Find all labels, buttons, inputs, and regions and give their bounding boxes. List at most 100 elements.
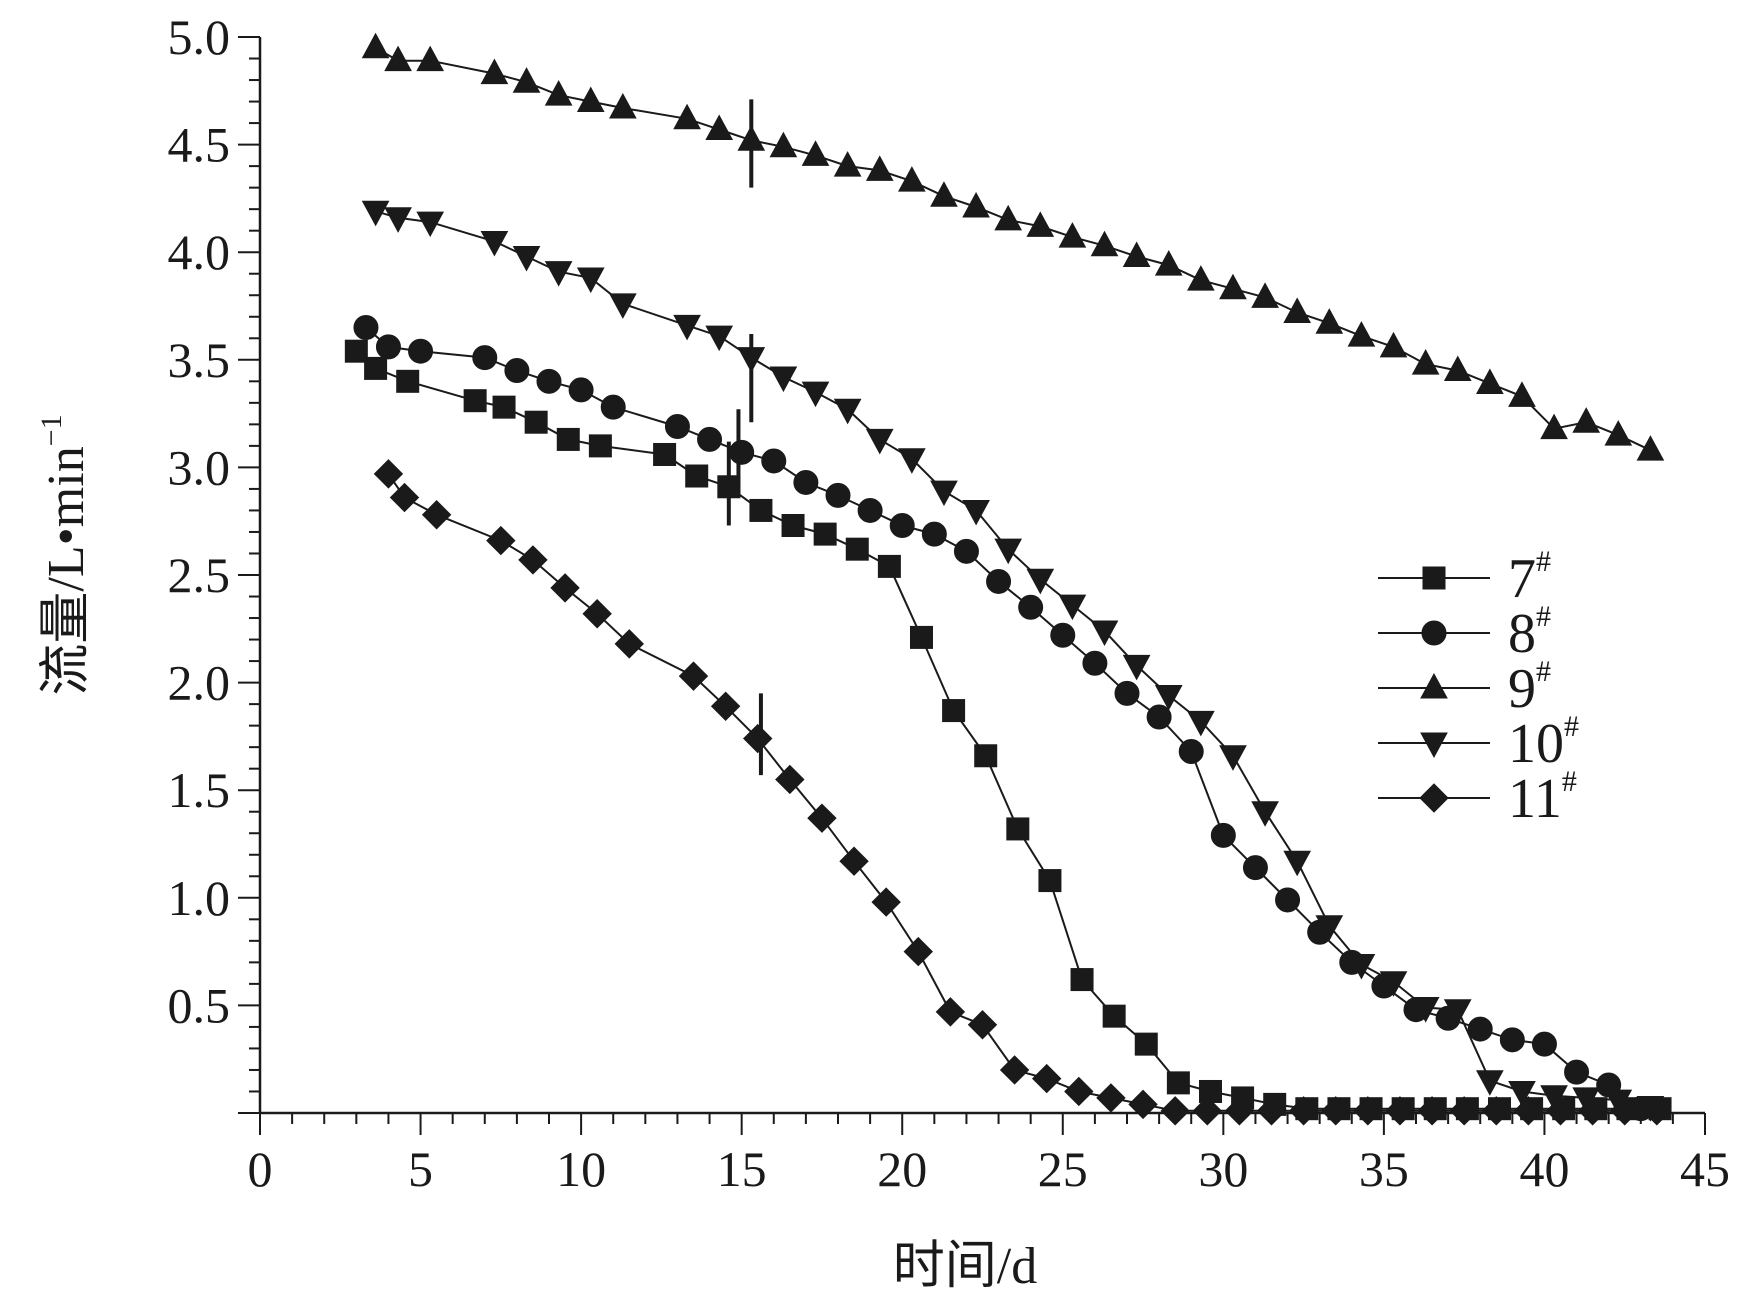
- series-10-point: [1090, 620, 1119, 647]
- series-8-point: [793, 469, 819, 495]
- series-7-point: [1070, 968, 1094, 992]
- series-10-point: [1219, 745, 1247, 771]
- series-8-point: [986, 568, 1012, 594]
- y-tick-label: 4.5: [168, 117, 231, 173]
- series-9-point: [1347, 321, 1376, 347]
- series-8-point: [1082, 650, 1108, 676]
- series-8-point: [857, 497, 883, 523]
- series-9-point: [930, 181, 958, 207]
- series-11-point: [1288, 1096, 1319, 1126]
- series-8-point: [697, 426, 723, 452]
- y-axis-title-superscript: −1: [35, 414, 68, 446]
- series-9-point: [994, 204, 1023, 231]
- series-9-point: [576, 86, 605, 113]
- x-tick-label: 20: [877, 1141, 927, 1197]
- series-10-point: [1251, 801, 1279, 827]
- series-9-point: [512, 67, 541, 93]
- x-tick-label: 25: [1038, 1141, 1088, 1197]
- y-tick-label: 5.0: [168, 9, 231, 65]
- series-11-line: [387, 473, 1657, 1112]
- series-8-point: [1275, 887, 1301, 913]
- series-11-point: [518, 545, 548, 575]
- axes: [258, 37, 1705, 1115]
- series-10-point: [512, 246, 541, 272]
- y-tick-label: 2.5: [168, 547, 231, 603]
- series-11-point: [967, 1010, 998, 1040]
- series-11-point: [999, 1055, 1030, 1085]
- series-9-point: [705, 114, 734, 141]
- series-11-point: [775, 764, 805, 795]
- series-11-point: [743, 723, 773, 754]
- series-9-point: [801, 140, 830, 166]
- series-10-point: [1315, 915, 1344, 941]
- series-11-point: [1128, 1089, 1158, 1120]
- series-9-point: [1058, 222, 1087, 248]
- series-8-point: [825, 482, 851, 508]
- series-8-point: [504, 358, 530, 384]
- series-10-point: [994, 538, 1023, 565]
- series-10-point: [930, 480, 958, 507]
- y-axis-title: 流量/L•min−1: [35, 414, 95, 695]
- series-11-point: [1192, 1096, 1222, 1126]
- series-8-point: [472, 345, 498, 371]
- series-8-point: [1531, 1031, 1557, 1057]
- annotation-markers: [726, 99, 763, 776]
- series-8-point: [921, 521, 947, 547]
- series-8-point: [1564, 1059, 1590, 1085]
- series-11-point: [1256, 1096, 1287, 1126]
- series-11-point: [678, 661, 709, 691]
- y-tick-label: 0.5: [168, 977, 231, 1033]
- series-10-point: [1411, 997, 1440, 1023]
- series-7-point: [974, 744, 998, 768]
- series-10-point: [1187, 710, 1215, 737]
- series-9-point: [1187, 265, 1215, 291]
- x-tick-label: 45: [1680, 1141, 1730, 1197]
- series-9-point: [1540, 413, 1568, 440]
- series-11-point: [839, 846, 869, 876]
- series-11-point: [1513, 1096, 1544, 1126]
- legend-label-10: 10#: [1508, 710, 1579, 775]
- series-10-point: [1058, 594, 1087, 621]
- series-10-point: [801, 381, 830, 408]
- series-7-point: [1102, 1004, 1126, 1028]
- series-7-point: [1134, 1032, 1158, 1056]
- series-10-point: [544, 261, 573, 287]
- x-axis-title: 时间/d: [893, 1238, 1037, 1294]
- series-10-point: [480, 230, 509, 257]
- series-9-point: [1219, 273, 1247, 300]
- series-9-point: [1411, 349, 1440, 375]
- series-11-point: [903, 936, 933, 967]
- series-9-point: [1026, 211, 1055, 237]
- series-9-point: [1476, 368, 1504, 394]
- series-7-point: [396, 369, 420, 393]
- series-9-point: [833, 151, 862, 177]
- x-tick-label: 40: [1519, 1141, 1569, 1197]
- legend-marker-8: [1421, 620, 1447, 646]
- series-10-point: [1026, 568, 1055, 595]
- legend-label-11: 11#: [1508, 765, 1577, 830]
- series-10-point: [1476, 1070, 1504, 1096]
- series-8-point: [1050, 622, 1076, 648]
- x-tick-label: 10: [556, 1141, 606, 1197]
- series-9-point: [1443, 355, 1472, 382]
- series-8-point: [1242, 855, 1268, 881]
- series-10-point: [1283, 850, 1312, 877]
- tick-labels: 0 5 10 15 20 25 30 35 40 45 0.5 1.0 1.5 2.0 2.5 3.0 3.5 4…: [168, 9, 1731, 1197]
- y-tick-label: 4.0: [168, 224, 231, 280]
- series-8-point: [600, 394, 626, 420]
- series-7-point: [556, 427, 580, 451]
- x-tick-label: 15: [717, 1141, 767, 1197]
- series-10-point: [673, 314, 701, 341]
- series-7-point: [942, 699, 966, 723]
- series-10-point: [705, 325, 734, 352]
- series-9-point: [544, 80, 573, 106]
- x-tick-label: 5: [408, 1141, 433, 1197]
- series-9-point: [865, 155, 894, 181]
- x-tick-label: 35: [1359, 1141, 1409, 1197]
- legend-marker-7: [1422, 566, 1446, 590]
- series-8-point: [1178, 738, 1204, 764]
- series-10-point: [865, 428, 894, 455]
- series-10-point: [769, 366, 798, 393]
- series-10-point: [576, 267, 605, 294]
